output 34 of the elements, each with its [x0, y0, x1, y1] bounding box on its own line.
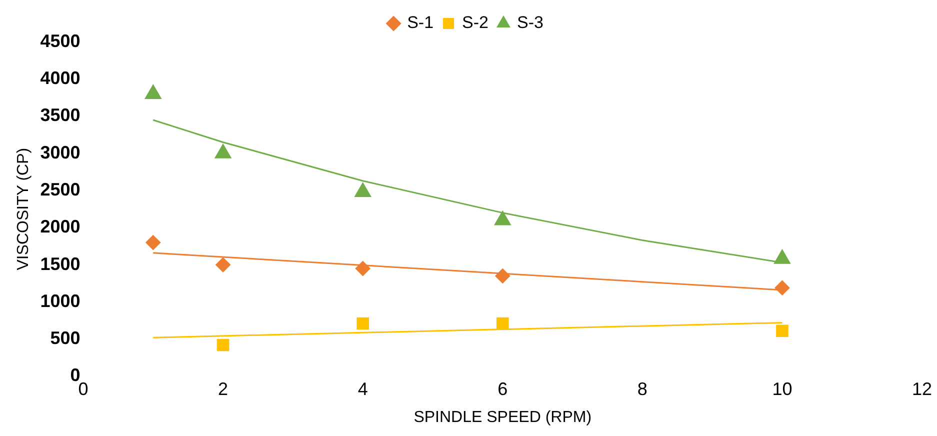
x-tick-label: 12 [912, 378, 932, 399]
point [355, 261, 370, 276]
legend-label: S-2 [462, 13, 488, 32]
y-tick-label: 4000 [40, 68, 80, 88]
point [356, 317, 369, 330]
x-tick-label: 8 [637, 378, 648, 399]
x-tick-label: 4 [358, 378, 368, 399]
y-tick-label: 4500 [40, 30, 80, 51]
y-tick-label: 2500 [40, 180, 80, 200]
point [495, 268, 510, 284]
point [146, 235, 161, 250]
point [216, 338, 230, 352]
y-tick-label: 1000 [40, 290, 80, 311]
y-tick-label: 1500 [40, 254, 80, 274]
x-tick-label: 10 [772, 378, 792, 399]
y-tick-label: 2000 [40, 216, 80, 237]
x-tick-label: 2 [218, 378, 228, 399]
y-tick-label: 500 [50, 328, 80, 348]
y-tick-label: 3000 [40, 142, 80, 162]
y-tick-label: 0 [70, 365, 80, 386]
point [774, 280, 790, 296]
point [354, 182, 372, 198]
point [496, 317, 509, 330]
point [144, 84, 162, 99]
legend-label: S-3 [516, 13, 544, 32]
point [494, 210, 511, 226]
y-axis-title: VISCOSITY (CP) [15, 148, 32, 270]
y-tick-label: 3500 [40, 105, 80, 126]
point [214, 144, 232, 158]
point [776, 324, 788, 338]
x-axis-title: SPINDLE SPEED (RPM) [414, 408, 592, 426]
x-tick-label: 6 [498, 378, 508, 399]
point [216, 257, 231, 272]
legend-label: S-1 [407, 13, 434, 32]
